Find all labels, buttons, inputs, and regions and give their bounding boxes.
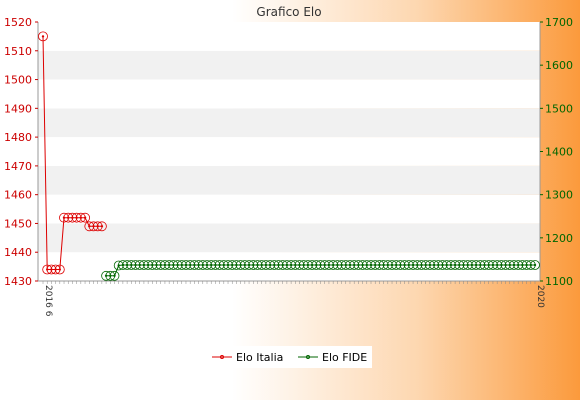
y-axis-right: 1100 1200 1300 1400 1500 1600 1700 <box>540 16 573 288</box>
y-left-tick-label: 1490 <box>4 102 32 115</box>
y-left-tick-label: 1470 <box>4 160 32 173</box>
chart-title: Grafico Elo <box>256 5 321 19</box>
y-right-tick-label: 1200 <box>545 232 573 245</box>
y-right-tick-label: 1100 <box>545 275 573 288</box>
data-point-dot-elo-fide <box>533 263 537 267</box>
grid-band <box>38 165 540 195</box>
legend-box <box>206 346 372 368</box>
legend-marker-elo-italia <box>220 355 224 359</box>
y-left-tick-label: 1500 <box>4 74 32 87</box>
y-axis-left: 1430 1440 1450 1460 1470 1480 1490 1500 1510 1520 <box>4 16 38 288</box>
data-point-elo-fide[interactable] <box>109 270 120 281</box>
y-right-tick-label: 1500 <box>545 102 573 115</box>
legend-marker-elo-fide <box>306 355 310 359</box>
y-left-tick-label: 1450 <box>4 217 32 230</box>
data-point-dot-elo-italia <box>100 225 104 228</box>
y-right-tick-label: 1400 <box>545 146 573 159</box>
y-left-tick-label: 1510 <box>4 45 32 58</box>
data-point-dot-elo-italia <box>83 216 87 219</box>
legend-item-elo-fide[interactable]: Elo FIDE <box>298 351 367 364</box>
legend-item-elo-italia[interactable]: Elo Italia <box>212 351 283 364</box>
y-left-tick-label: 1460 <box>4 189 32 202</box>
data-point-dot-elo-fide <box>113 274 116 277</box>
grid-band <box>38 194 540 224</box>
legend-label-elo-italia: Elo Italia <box>236 351 283 364</box>
data-point-elo-italia[interactable] <box>54 264 65 275</box>
data-point-dot-elo-italia <box>58 268 61 271</box>
y-left-tick-label: 1480 <box>4 131 32 144</box>
grid-band <box>38 108 540 138</box>
y-left-tick-label: 1440 <box>4 246 32 259</box>
y-left-tick-label: 1430 <box>4 275 32 288</box>
y-right-tick-label: 1300 <box>545 189 573 202</box>
grid-band <box>38 137 540 166</box>
data-point-elo-italia[interactable] <box>38 31 48 42</box>
legend: Elo Italia Elo FIDE <box>206 346 372 368</box>
y-right-tick-label: 1600 <box>545 59 573 72</box>
grid-band <box>38 223 540 253</box>
grid-band <box>38 22 540 51</box>
data-point-elo-italia[interactable] <box>97 221 107 232</box>
data-point-elo-italia[interactable] <box>80 212 90 223</box>
grid-band <box>38 50 540 80</box>
data-point-elo-fide[interactable] <box>530 260 540 270</box>
grid-bands <box>38 22 540 281</box>
x-tick-label: 2020 <box>535 285 545 308</box>
grid-band <box>38 252 540 281</box>
x-tick-label: 2016 6 <box>43 285 53 317</box>
y-right-tick-label: 1700 <box>545 16 573 29</box>
y-left-tick-label: 1520 <box>4 16 32 29</box>
x-axis: 2016 6 2020 <box>42 281 545 317</box>
series-layer <box>38 31 540 281</box>
legend-label-elo-fide: Elo FIDE <box>322 351 367 364</box>
data-point-dot-elo-italia <box>41 35 45 38</box>
grid-band <box>38 79 540 109</box>
